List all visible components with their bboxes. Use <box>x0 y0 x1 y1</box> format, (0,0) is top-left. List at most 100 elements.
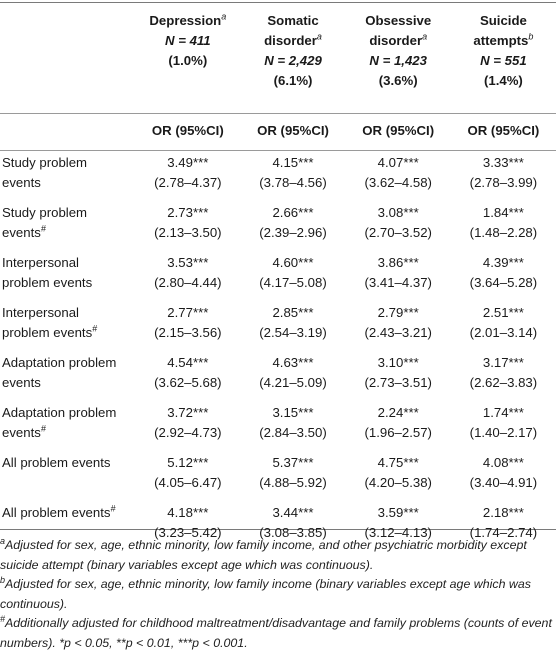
sample-size: N = 551 <box>480 53 527 68</box>
or-cell: 3.17*** (2.62–3.83) <box>451 348 556 398</box>
odds-ratio: 4.60*** <box>272 255 314 270</box>
stat-label: OR (95%CI) <box>151 123 224 138</box>
odds-ratio: 3.86*** <box>377 255 419 270</box>
odds-ratio: 3.72*** <box>167 405 209 420</box>
or-cell: 2.79*** (2.43–3.21) <box>346 298 451 348</box>
header-bottom-rule <box>0 150 556 151</box>
column-header: Depressiona N = 411 (1.0%) <box>135 2 240 114</box>
table-row: Adaptation problem events 4.54*** (3.62–5.6… <box>0 348 556 398</box>
or-cell: 4.39*** (3.64–5.28) <box>451 248 556 298</box>
row-label-line: Study problem <box>2 155 88 170</box>
confidence-interval: (4.05–6.47) <box>154 475 222 490</box>
footnote: aAdjusted for sex, age, ethnic minority,… <box>0 536 556 575</box>
odds-ratio: 3.10*** <box>377 355 419 370</box>
confidence-interval: (2.73–3.51) <box>364 375 432 390</box>
row-label-line: problem events <box>2 273 135 293</box>
footnote-text: Adjusted for sex, age, ethnic minority, … <box>0 538 527 572</box>
table-row: All problem events 5.12*** (4.05–6.47) 5.3… <box>0 448 556 498</box>
row-label-line: Study problem <box>2 205 88 220</box>
odds-ratio: 5.12*** <box>167 455 209 470</box>
column-header: Obsessive disordera N = 1,423 (3.6%) <box>346 2 451 114</box>
row-label: Study problem events# <box>0 198 135 248</box>
row-label: All problem events# <box>0 498 135 548</box>
or-cell: 4.60*** (4.17–5.08) <box>240 248 345 298</box>
confidence-interval: (2.43–3.21) <box>364 325 432 340</box>
row-label: Study problem events <box>0 148 135 198</box>
confidence-interval: (3.62–4.58) <box>364 175 432 190</box>
table-row: Interpersonal problem events# 2.77*** (2.15… <box>0 298 556 348</box>
table-row: Adaptation problem events# 3.72*** (2.92–4.… <box>0 398 556 448</box>
or-cell: 3.72*** (2.92–4.73) <box>135 398 240 448</box>
odds-ratio: 4.54*** <box>167 355 209 370</box>
confidence-interval: (3.08–3.85) <box>259 525 327 540</box>
column-header: Somatic disordera N = 2,429 (6.1%) <box>240 2 345 114</box>
or-cell: 3.53*** (2.80–4.44) <box>135 248 240 298</box>
row-label-line: Adaptation problem <box>2 405 117 420</box>
or-cell: 3.44*** (3.08–3.85) <box>240 498 345 548</box>
or-cell: 2.77*** (2.15–3.56) <box>135 298 240 348</box>
odds-ratio: 4.63*** <box>272 355 314 370</box>
confidence-interval: (1.96–2.57) <box>364 425 432 440</box>
confidence-interval: (1.74–2.74) <box>469 525 538 540</box>
column-title: Obsessive disordera <box>346 11 451 51</box>
table-row: All problem events# 4.18*** (3.23–5.42) 3.… <box>0 498 556 548</box>
confidence-interval: (4.17–5.08) <box>259 275 327 290</box>
footnote-mark: a <box>221 11 227 22</box>
corner-cell-2 <box>0 114 135 148</box>
confidence-interval: (3.64–5.28) <box>469 275 538 290</box>
or-cell: 1.84*** (1.48–2.28) <box>451 198 556 248</box>
column-title-line: disordera <box>346 31 451 51</box>
confidence-interval: (2.80–4.44) <box>154 275 222 290</box>
stat-header-row: OR (95%CI) OR (95%CI) OR (95%CI) OR (95%CI) <box>0 114 556 148</box>
confidence-interval: (2.01–3.14) <box>469 325 538 340</box>
row-label: Interpersonal problem events# <box>0 298 135 348</box>
row-label: Interpersonal problem events <box>0 248 135 298</box>
or-cell: 3.10*** (2.73–3.51) <box>346 348 451 398</box>
row-label-line: Adaptation problem <box>2 355 117 370</box>
column-title-line: Suicide <box>479 13 527 28</box>
row-label-text: events <box>2 375 41 390</box>
odds-ratio: 3.44*** <box>272 505 314 520</box>
column-header: Suicide attemptsb N = 551 (1.4%) <box>451 2 556 114</box>
odds-ratio-table: Depressiona N = 411 (1.0%) Somatic disordera… <box>0 2 556 548</box>
table-row: Study problem events# 2.73*** (2.13–3.50) 2.… <box>0 198 556 248</box>
confidence-interval: (2.78–3.99) <box>469 175 538 190</box>
sample-percent: (1.4%) <box>483 73 523 88</box>
table-row: Study problem events 3.49*** (2.78–4.37) 4.1… <box>0 148 556 198</box>
confidence-interval: (2.92–4.73) <box>154 425 222 440</box>
row-label-line: Interpersonal <box>2 305 79 320</box>
adjusted-mark: # <box>92 323 98 334</box>
odds-ratio: 4.18*** <box>167 505 209 520</box>
odds-ratio: 3.33*** <box>482 155 524 170</box>
or-cell: 3.08*** (2.70–3.52) <box>346 198 451 248</box>
stat-label: OR (95%CI) <box>362 123 435 138</box>
or-cell: 3.86*** (3.41–4.37) <box>346 248 451 298</box>
row-label-line: Interpersonal <box>2 255 79 270</box>
footnote-text: Adjusted for sex, age, ethnic minority, … <box>0 577 531 611</box>
column-title-word: Depression <box>149 13 222 28</box>
confidence-interval: (3.78–4.56) <box>259 175 327 190</box>
sample-size: N = 2,429 <box>264 53 322 68</box>
row-label: All problem events <box>0 448 135 498</box>
odds-ratio: 2.18*** <box>482 505 524 520</box>
sample-percent: (6.1%) <box>273 73 313 88</box>
row-label-spacer <box>2 473 135 493</box>
odds-ratio: 2.73*** <box>167 205 209 220</box>
column-title-line: disordera <box>240 31 345 51</box>
row-label-text: problem events <box>2 275 93 290</box>
adjusted-mark: # <box>40 423 46 434</box>
top-rule <box>0 2 556 3</box>
table-body: Study problem events 3.49*** (2.78–4.37) 4.1… <box>0 148 556 548</box>
adjusted-mark: # <box>110 503 116 514</box>
confidence-interval: (2.62–3.83) <box>469 375 538 390</box>
footnote-text: Additionally adjusted for childhood malt… <box>0 616 552 650</box>
row-label-line: All problem events# <box>2 503 116 520</box>
confidence-interval: (3.41–4.37) <box>364 275 432 290</box>
sample-size: N = 1,423 <box>369 53 427 68</box>
or-cell: 3.15*** (2.84–3.50) <box>240 398 345 448</box>
row-label-text: events <box>2 175 41 190</box>
corner-cell <box>0 2 135 114</box>
confidence-interval: (4.20–5.38) <box>364 475 432 490</box>
confidence-interval: (3.23–5.42) <box>154 525 222 540</box>
footnote-mark: a <box>316 31 322 42</box>
